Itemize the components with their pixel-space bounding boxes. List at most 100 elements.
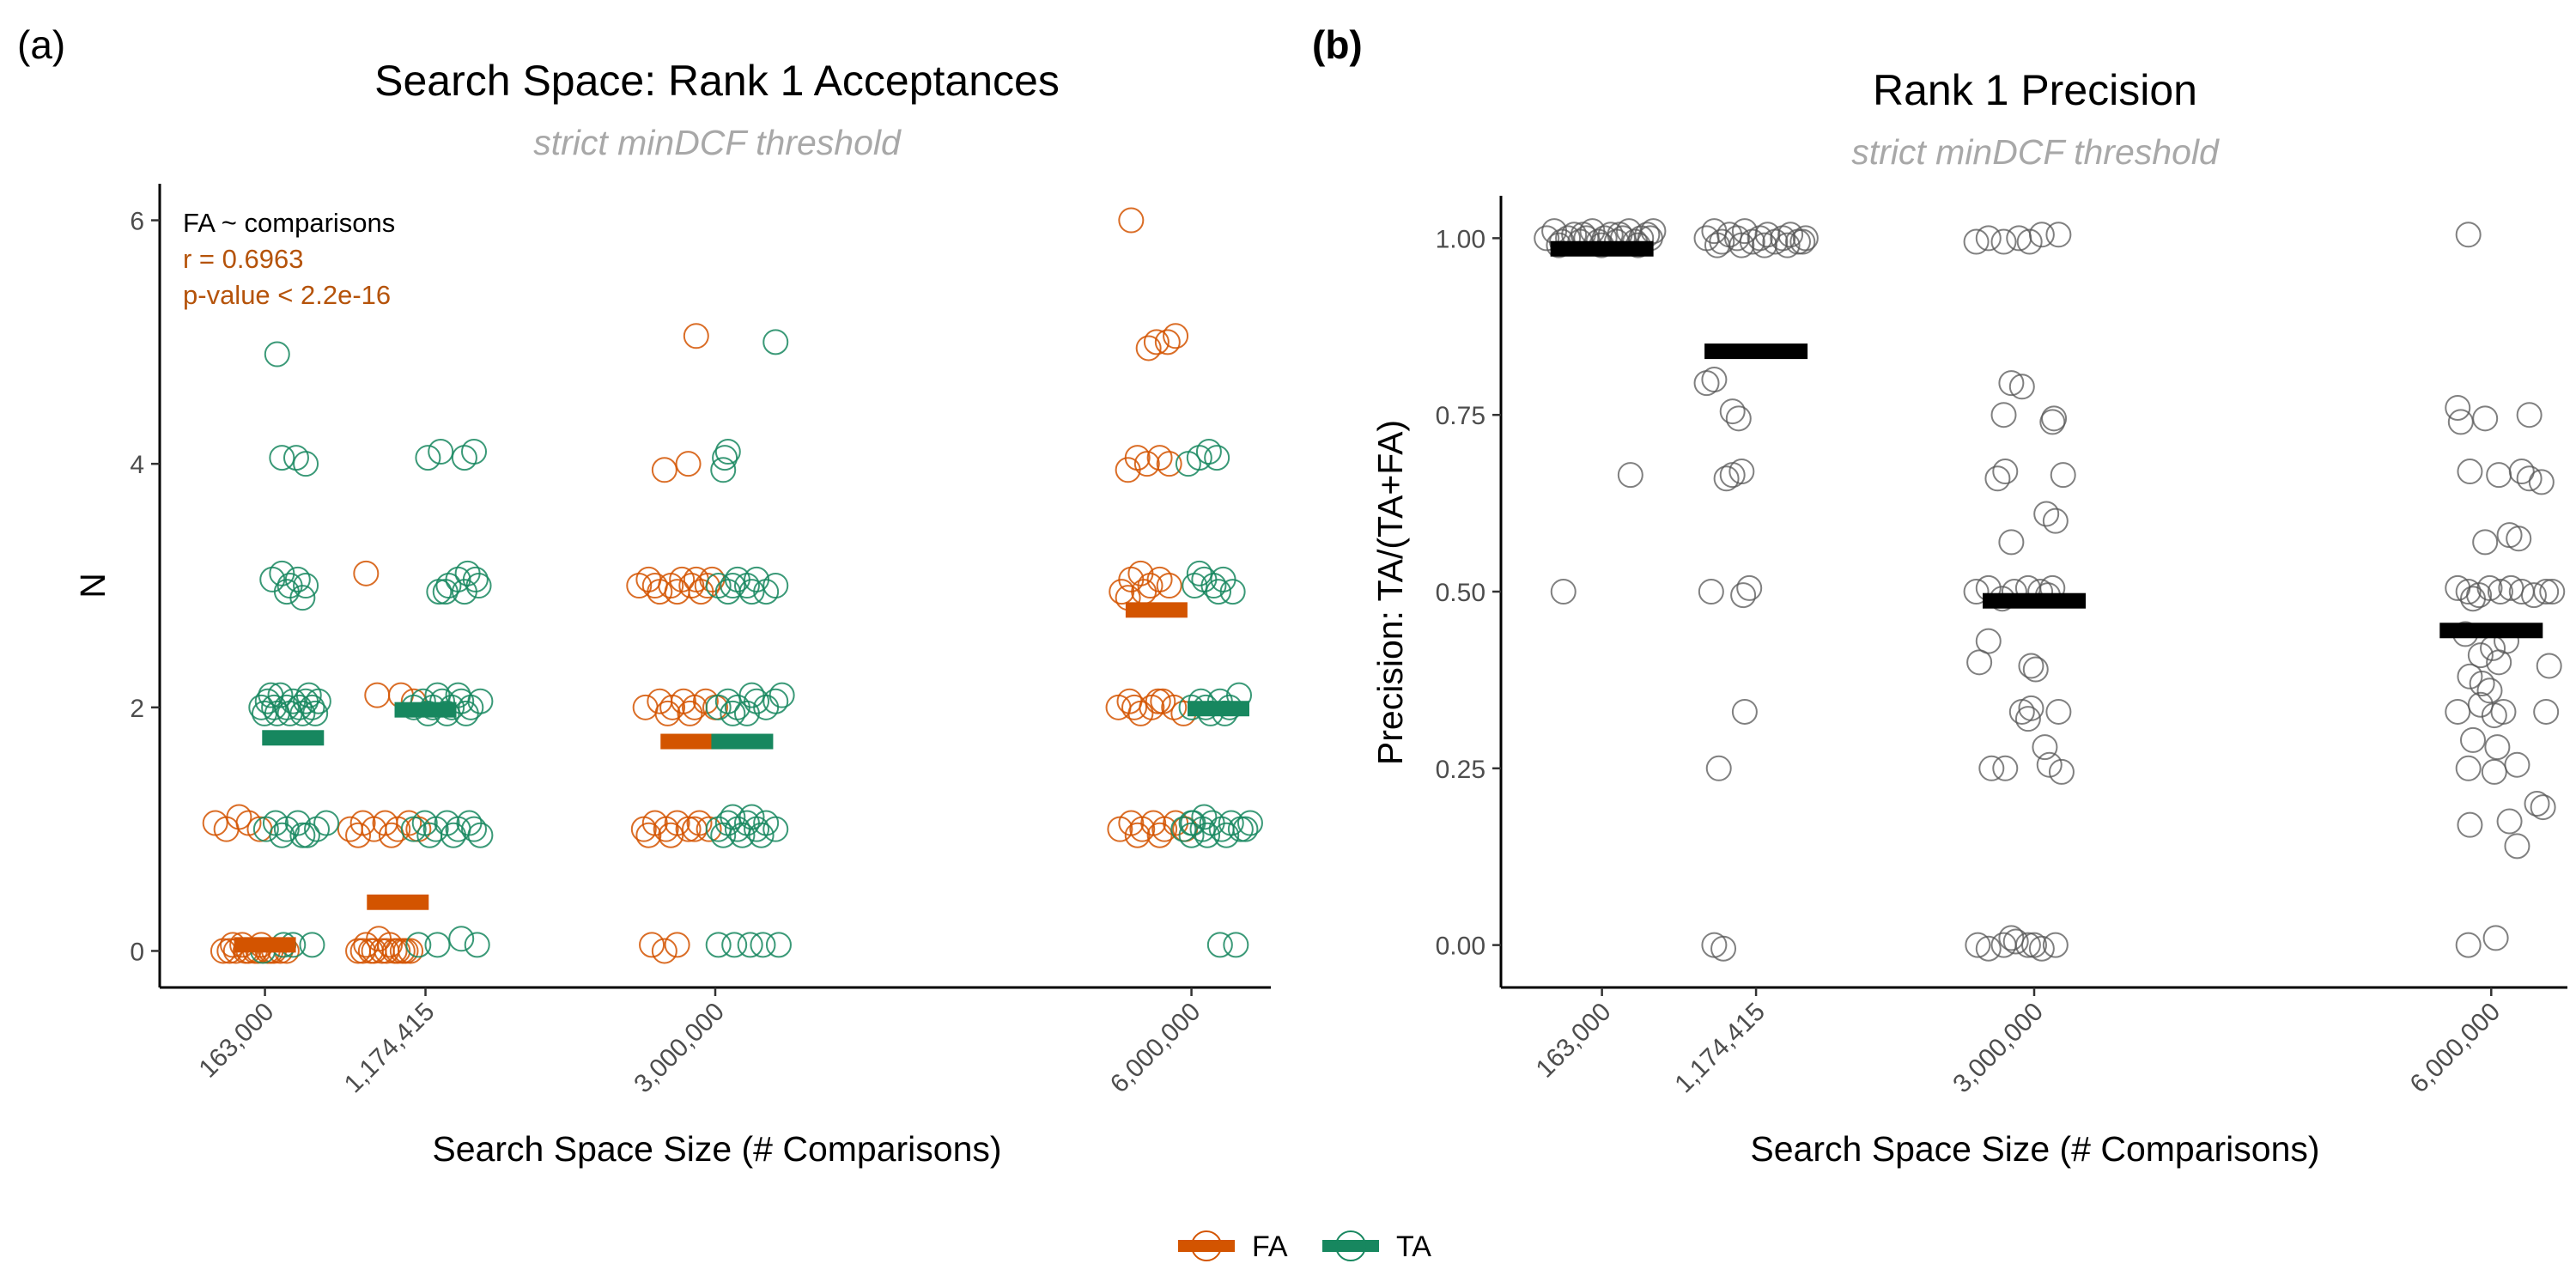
data-point-precision — [2457, 811, 2483, 838]
data-point-fa — [639, 932, 665, 958]
data-point-ta — [302, 700, 329, 726]
data-point-fa — [1145, 688, 1171, 714]
panel-b: (b) Rank 1 Precision strict minDCF thres… — [1312, 22, 2567, 1169]
data-point-fa — [1124, 822, 1151, 848]
data-point-precision — [2033, 501, 2060, 527]
data-point-fa — [681, 816, 708, 842]
panel-b-y-axis-title: Precision: TA/(TA+FA) — [1370, 420, 1410, 765]
data-point-ta — [293, 451, 319, 477]
data-point-precision — [2021, 932, 2047, 958]
data-point-precision — [2008, 374, 2035, 400]
data-point-fa — [1156, 451, 1182, 477]
legend-label-fa: FA — [1252, 1230, 1288, 1263]
data-point-precision — [2482, 925, 2509, 951]
data-point-precision — [2014, 932, 2041, 958]
data-point-fa — [664, 579, 690, 605]
data-point-fa — [357, 938, 384, 964]
data-point-precision — [2445, 698, 2471, 725]
mean-bar-ta — [394, 702, 457, 718]
data-point-precision — [1978, 755, 2005, 781]
data-point-fa — [1121, 694, 1148, 720]
data-point-precision — [2447, 409, 2474, 435]
data-point-fa — [1163, 323, 1189, 349]
panel-b-x-axis-title: Search Space Size (# Comparisons) — [1750, 1129, 2319, 1169]
data-point-ta — [720, 573, 746, 598]
data-point-fa — [1131, 579, 1157, 605]
data-point-fa — [696, 816, 722, 842]
legend-item-fa: FA — [1178, 1230, 1288, 1263]
data-point-ta — [737, 932, 763, 958]
data-point-ta — [721, 932, 748, 958]
panel-b-x-ticks: 163,000 1,174,415 3,000,000 6,000,000 — [1531, 987, 2506, 1098]
data-point-precision — [1975, 628, 2002, 654]
data-point-fa — [1133, 451, 1160, 477]
panel-a-title: Search Space: Rank 1 Acceptances — [374, 57, 1060, 105]
data-point-ta — [293, 573, 319, 598]
mean-bar-fa — [367, 894, 429, 910]
data-point-ta — [432, 579, 459, 605]
panel-a-annotation-formula: FA ~ comparisons — [183, 208, 395, 238]
y-tick-label: 0.50 — [1436, 579, 1485, 607]
mean-bar-fa — [234, 937, 296, 953]
data-point-ta — [445, 682, 471, 708]
data-point-precision — [2045, 222, 2072, 248]
data-point-precision — [2022, 656, 2049, 683]
data-point-precision — [1754, 222, 1781, 248]
data-point-precision — [2496, 808, 2523, 835]
y-tick-label: 4 — [130, 451, 144, 479]
data-point-precision — [1736, 574, 1763, 601]
data-point-precision — [2516, 465, 2543, 492]
data-point-ta — [710, 457, 737, 483]
data-point-precision — [2520, 582, 2547, 609]
data-point-precision — [1724, 225, 1751, 252]
data-point-ta — [269, 822, 295, 848]
data-point-ta — [714, 439, 741, 465]
data-point-precision — [2504, 751, 2530, 778]
data-point-precision — [2504, 833, 2530, 860]
data-point-precision — [1774, 232, 1801, 258]
data-point-ta — [461, 439, 488, 465]
y-tick-label: 1.00 — [1436, 225, 1485, 253]
data-point-precision — [1550, 579, 1577, 605]
panel-a-annotation-pvalue: p-value < 2.2e-16 — [183, 280, 391, 310]
data-point-fa — [651, 457, 677, 483]
data-point-ta — [1191, 804, 1218, 830]
data-point-precision — [2472, 529, 2499, 556]
data-point-precision — [2472, 405, 2499, 432]
data-point-precision — [2045, 698, 2072, 725]
data-point-fa — [1135, 335, 1162, 361]
mean-bar-precision — [1983, 592, 2086, 609]
data-point-ta — [750, 932, 776, 958]
x-tick-label: 3,000,000 — [629, 998, 730, 1099]
legend-key-ta-bar — [1322, 1240, 1379, 1252]
data-point-precision — [1701, 367, 1728, 393]
panel-b-mean-bars — [1550, 240, 2543, 639]
data-point-precision — [1966, 649, 1993, 676]
data-point-ta — [451, 579, 477, 605]
data-point-ta — [264, 341, 290, 368]
data-point-precision — [2050, 462, 2076, 489]
mean-bar-ta — [262, 730, 325, 746]
data-point-ta — [440, 822, 466, 848]
data-point-fa — [632, 694, 659, 720]
data-point-ta — [720, 804, 746, 830]
data-point-precision — [2533, 698, 2560, 725]
y-tick-label: 0.75 — [1436, 402, 1485, 430]
data-point-ta — [1195, 439, 1222, 465]
data-point-precision — [2536, 653, 2562, 679]
data-point-fa — [664, 932, 690, 958]
data-point-ta — [465, 573, 492, 598]
data-point-precision — [1705, 755, 1732, 781]
data-point-precision — [2528, 469, 2555, 495]
x-tick-label: 6,000,000 — [2405, 998, 2506, 1099]
data-point-fa — [658, 822, 684, 848]
panel-a-points — [202, 207, 1263, 964]
data-point-precision — [1965, 932, 1991, 958]
data-point-fa — [677, 700, 703, 726]
data-point-precision — [1617, 462, 1643, 489]
data-point-precision — [2018, 695, 2044, 721]
data-point-precision — [1998, 529, 2025, 556]
y-tick-label: 2 — [130, 695, 144, 723]
data-point-precision — [2490, 698, 2517, 725]
data-point-precision — [1731, 698, 1758, 725]
